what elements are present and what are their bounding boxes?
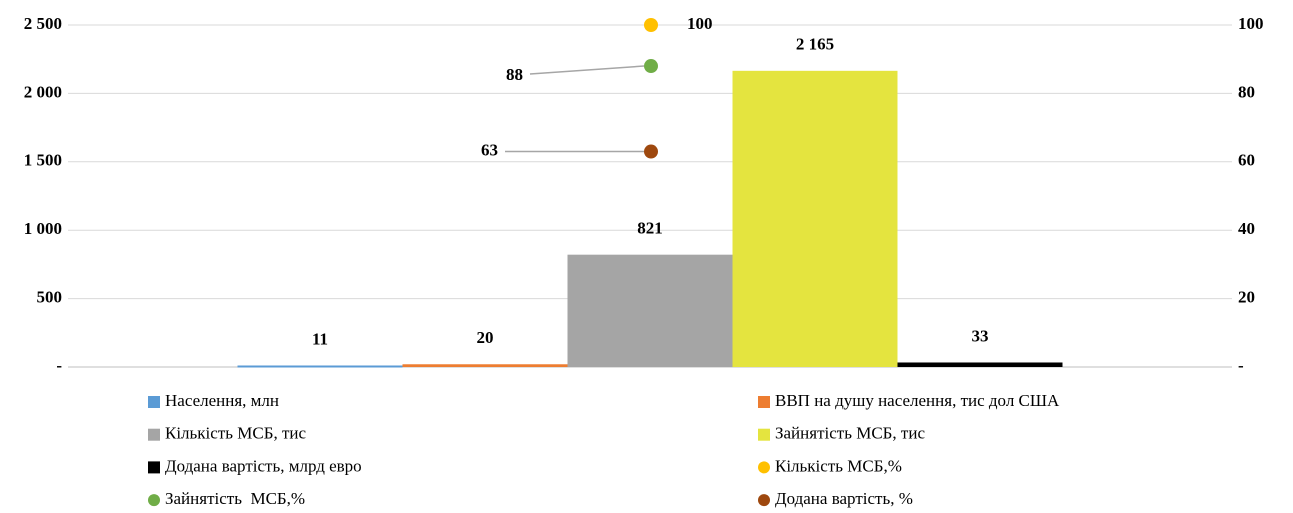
- y2-tick-label: 40: [1238, 219, 1255, 238]
- data-label: 33: [972, 326, 989, 345]
- legend-marker: [758, 461, 770, 474]
- data-label: 88: [506, 65, 523, 84]
- legend-label: Населення, млн: [165, 391, 279, 410]
- data-label: 2 165: [796, 35, 834, 54]
- dot: [644, 59, 658, 74]
- legend-marker: [148, 396, 160, 408]
- legend-label: Зайнятість МСБ, тис: [775, 424, 925, 443]
- y-tick-label: 2 500: [24, 14, 62, 33]
- data-label: 20: [477, 328, 494, 347]
- legend-label: Кількість МСБ, тис: [165, 424, 307, 443]
- legend-marker: [148, 461, 160, 474]
- leader-line: [529, 65, 645, 75]
- bar: [732, 70, 898, 367]
- y-tick-label: 2 000: [24, 82, 62, 101]
- legend-label: Додана вартість, %: [775, 489, 913, 508]
- bar: [567, 254, 733, 367]
- y-tick-label: -: [56, 356, 62, 375]
- legend-label: ВВП на душу населення, тис дол США: [775, 391, 1060, 410]
- y2-tick-label: 100: [1238, 14, 1264, 33]
- y2-tick-label: -: [1238, 356, 1244, 375]
- y-tick-label: 500: [37, 288, 63, 307]
- legend-marker: [758, 494, 770, 507]
- bar: [897, 362, 1063, 367]
- data-label: 100: [687, 14, 713, 33]
- legend-marker: [148, 494, 160, 507]
- legend-label: Додана вартість, млрд евро: [165, 456, 362, 475]
- data-label: 63: [481, 140, 498, 159]
- legend-label: Зайнятість МСБ,%: [165, 489, 305, 508]
- data-label: 821: [637, 219, 663, 238]
- dot: [644, 144, 658, 159]
- y2-tick-label: 60: [1238, 151, 1255, 170]
- legend-marker: [758, 428, 770, 441]
- y-tick-label: 1 000: [24, 219, 62, 238]
- y2-tick-label: 80: [1238, 82, 1255, 101]
- legend-label: Кількість МСБ,%: [775, 456, 902, 475]
- bar: [402, 364, 568, 367]
- legend-marker: [758, 396, 770, 408]
- bar: [237, 365, 403, 368]
- dot: [644, 18, 658, 32]
- legend-marker: [148, 428, 160, 441]
- y2-tick-label: 20: [1238, 288, 1255, 307]
- y-tick-label: 1 500: [24, 151, 62, 170]
- data-label: 11: [312, 329, 328, 348]
